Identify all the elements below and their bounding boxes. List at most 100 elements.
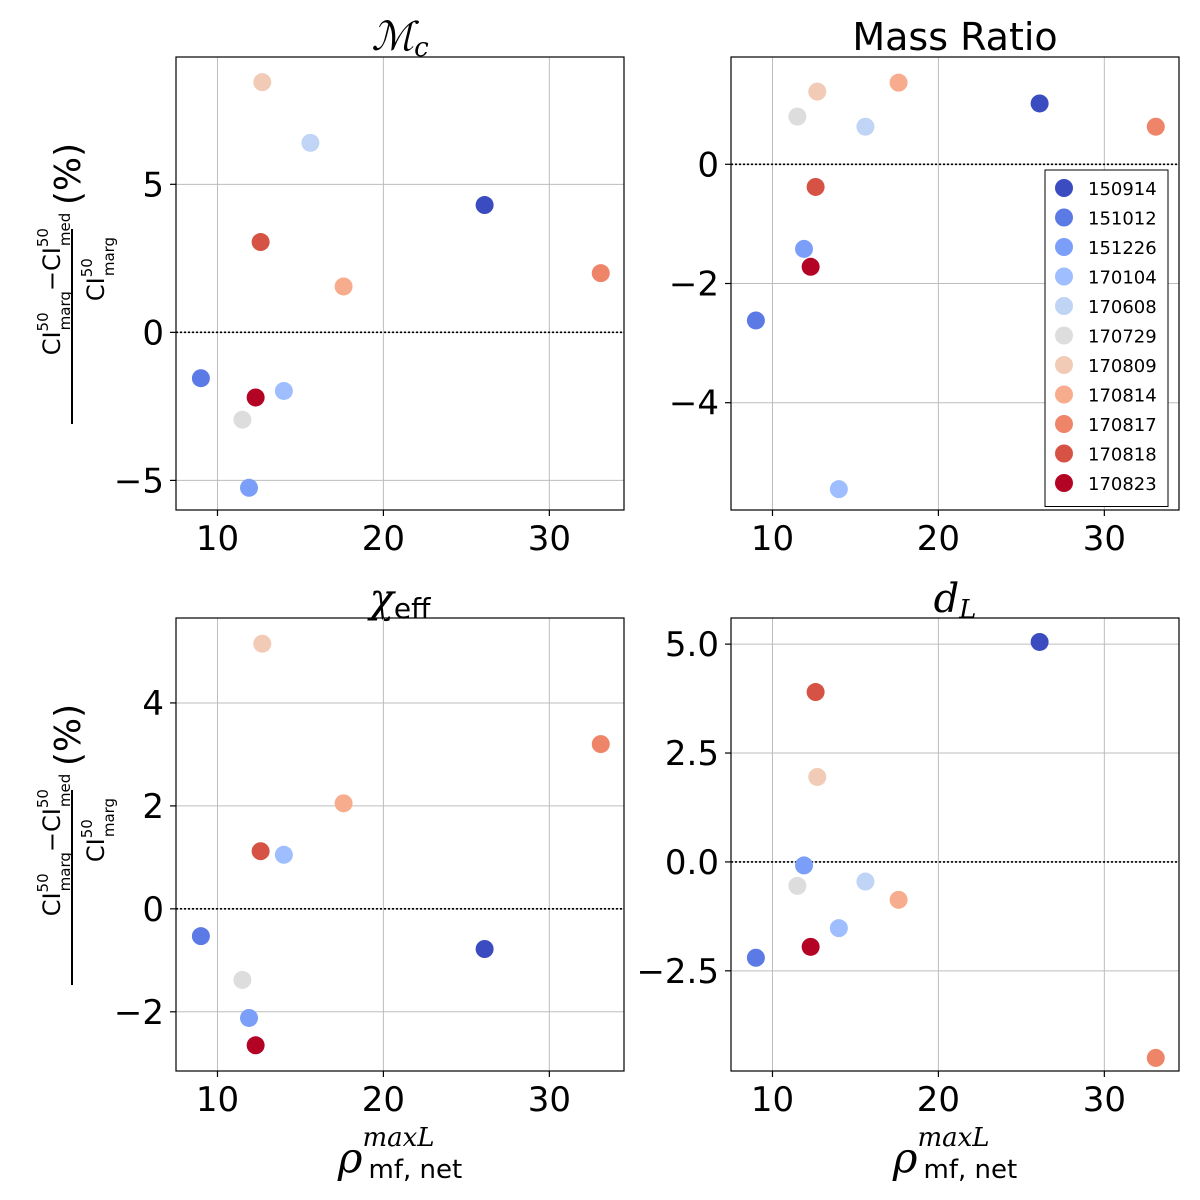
point-170823 (246, 1036, 265, 1055)
y-tick-label: 5 (142, 165, 164, 205)
x-axis-label-right: ρmaxL mf, net (892, 1123, 1017, 1185)
point-170608 (301, 133, 320, 152)
plot-frame (175, 617, 625, 1072)
panel-chi-eff: χeff 10 20 30 −2 0 2 4 (114, 576, 625, 1120)
point-151226 (240, 478, 259, 497)
legend-marker-151012 (1055, 208, 1073, 227)
plot-frame (175, 56, 625, 511)
point-170104 (274, 381, 293, 400)
y-tick-label: 2.5 (665, 734, 719, 774)
y-tick-label: 0 (697, 145, 719, 185)
x-tick-label: 20 (917, 1080, 960, 1120)
point-170818 (251, 233, 270, 252)
y-tick-label: 2 (142, 787, 164, 827)
y-axis-label-bottom: CI50 marg−CI50 med CI50 marg (%) (34, 704, 118, 985)
y-tick-label: 4 (142, 684, 164, 724)
legend-label-170729: 170729 (1088, 327, 1157, 348)
point-170104 (829, 919, 848, 938)
point-151226 (795, 856, 814, 875)
legend-label-170817: 170817 (1088, 415, 1157, 436)
legend-label-170818: 170818 (1088, 445, 1157, 466)
x-tick-label: 10 (751, 1080, 794, 1120)
point-170823 (801, 257, 820, 276)
legend-label-170823: 170823 (1088, 474, 1157, 495)
panel-title: ℳc (371, 14, 429, 63)
point-170809 (808, 82, 827, 101)
point-170608 (856, 117, 875, 136)
legend-marker-170818 (1055, 444, 1073, 463)
legend-marker-170608 (1055, 297, 1073, 315)
x-tick-label: 30 (528, 1080, 571, 1120)
legend-label-170814: 170814 (1088, 386, 1157, 407)
point-151012 (746, 948, 765, 967)
legend-marker-170814 (1055, 385, 1073, 404)
y-tick-label: 0.0 (665, 843, 719, 883)
legend-marker-150914 (1055, 179, 1073, 197)
legend-label-170809: 170809 (1088, 356, 1157, 377)
legend-label-150914: 150914 (1088, 179, 1157, 200)
panel-luminosity-distance: dL 10 20 30−2.50.02.55.0 (636, 576, 1180, 1120)
x-tick-label: 20 (362, 1080, 405, 1120)
point-170104 (274, 845, 293, 864)
point-170814 (334, 277, 353, 296)
legend-marker-170823 (1055, 474, 1073, 492)
point-170817 (1146, 1048, 1165, 1067)
legend-marker-170809 (1055, 356, 1073, 374)
x-tick-label: 10 (751, 519, 794, 559)
legend-marker-170817 (1055, 415, 1073, 433)
point-170817 (1146, 117, 1165, 136)
point-151012 (191, 369, 210, 388)
x-axis-label-left: ρmaxL mf, net (337, 1123, 462, 1185)
point-170814 (334, 794, 353, 813)
point-170729 (788, 107, 807, 126)
point-151012 (191, 927, 210, 946)
point-170809 (808, 767, 827, 786)
legend-label-151226: 151226 (1088, 238, 1157, 259)
point-151226 (240, 1008, 259, 1027)
y-axis-label-top: CI50 marg−CI50 med CI50 marg (%) (34, 143, 118, 424)
point-170818 (806, 683, 825, 702)
panel-title: Mass Ratio (852, 15, 1057, 59)
y-tick-label: −2 (114, 993, 164, 1033)
x-tick-label: 20 (917, 519, 960, 559)
svg-text:(%): (%) (48, 143, 89, 205)
legend-label-151012: 151012 (1088, 209, 1157, 230)
point-170817 (591, 264, 610, 283)
legend: 150914 151012 151226 170104 170608 170729 1708… (1044, 169, 1169, 507)
x-tick-label: 10 (196, 519, 239, 559)
point-151012 (746, 311, 765, 330)
plot-frame (730, 617, 1180, 1072)
x-tick-label: 20 (362, 519, 405, 559)
legend-marker-170729 (1055, 326, 1073, 345)
point-170729 (233, 970, 252, 989)
y-tick-label: 0 (142, 313, 164, 353)
point-170809 (253, 73, 272, 92)
panel-mass-ratio: Mass Ratio 10 20 30 −4 −2 0 (669, 15, 1180, 559)
point-170818 (251, 842, 270, 861)
point-170814 (889, 73, 908, 92)
x-tick-label: 30 (1083, 1080, 1126, 1120)
y-tick-label: −2.5 (636, 952, 719, 992)
legend-label-170104: 170104 (1088, 268, 1157, 289)
svg-text:(%): (%) (48, 704, 89, 766)
y-tick-label: −5 (114, 461, 164, 501)
point-170823 (801, 937, 820, 956)
point-170817 (591, 735, 610, 754)
point-170729 (233, 410, 252, 429)
y-tick-label: 5.0 (665, 625, 719, 665)
panel-title: χeff (367, 576, 431, 625)
legend-marker-151226 (1055, 238, 1073, 256)
y-tick-label: 0 (142, 890, 164, 930)
point-170814 (889, 890, 908, 909)
point-170809 (253, 634, 272, 653)
point-150914 (475, 939, 494, 958)
panel-chirp-mass: ℳc 10 20 30 −5 0 5 (114, 14, 625, 559)
x-tick-label: 10 (196, 1080, 239, 1120)
x-tick-label: 30 (1083, 519, 1126, 559)
point-150914 (475, 196, 494, 215)
